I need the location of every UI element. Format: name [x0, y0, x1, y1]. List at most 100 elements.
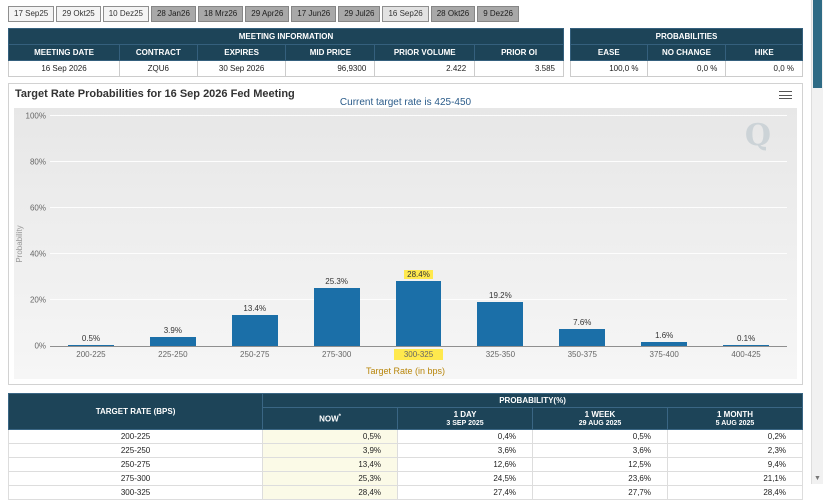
x-axis-label: 300-325 — [378, 349, 460, 362]
meeting-info-header: MEETING DATE — [8, 44, 120, 61]
gridline — [50, 115, 787, 116]
meeting-info-value: 3.585 — [474, 60, 564, 77]
probability-cell: 25,3% — [262, 471, 399, 486]
probability-cell: 0,5% — [262, 429, 399, 444]
bar-value-label: 13.4% — [243, 304, 267, 314]
bar-slot: 3.9% — [132, 116, 214, 346]
probability-cell: 9,4% — [666, 457, 804, 472]
x-axis-labels: 200-225 225-250 250-275 275-300 300-325 325-3… — [50, 349, 787, 362]
column-header-date: 5 AUG 2025 — [715, 420, 755, 427]
probability-cell: 13,4% — [262, 457, 399, 472]
bar-250-275[interactable] — [231, 315, 278, 346]
chart-title: Target Rate Probabilities for 16 Sep 202… — [15, 88, 295, 100]
probabilities-value: 100,0 % — [570, 60, 648, 77]
column-header-1-week: 1 WEEK 29 AUG 2025 — [532, 407, 668, 430]
tab-29-jul26[interactable]: 29 Jul26 — [338, 6, 381, 22]
meeting-info-value: ZQU6 — [119, 60, 198, 77]
probabilities-title: PROBABILITIES — [570, 28, 803, 45]
column-header-now: NOW* — [262, 407, 399, 430]
bar-slot: 0.1% — [705, 116, 787, 346]
bar-value-label: 0.1% — [736, 334, 756, 343]
tab-9-dez26[interactable]: 9 Dez26 — [477, 6, 519, 22]
meeting-info-header: PRIOR VOLUME — [374, 44, 476, 61]
chart-menu-icon[interactable] — [778, 89, 793, 101]
bar-value-label: 7.6% — [573, 317, 592, 327]
plot-panel: Q Probability 0.5% 3.9% 13.4% 25.3% 28.4% 19.… — [14, 108, 797, 379]
gridline — [50, 161, 787, 162]
x-axis-label-text: 400-425 — [731, 350, 761, 359]
meeting-information-table: MEETING INFORMATION MEETING DATE CONTRACT… — [8, 28, 564, 77]
tab-17-sep25[interactable]: 17 Sep25 — [8, 6, 55, 22]
x-axis-label: 400-425 — [705, 350, 787, 362]
probabilities-value: 0,0 % — [725, 60, 803, 77]
x-axis-label: 325-350 — [459, 350, 541, 362]
bar-value-label: 19.2% — [489, 290, 512, 300]
bar-275-300[interactable] — [313, 287, 360, 346]
target-rate-cell: 200-225 — [7, 429, 264, 444]
y-axis-tick-label: 40% — [29, 249, 46, 259]
y-axis-tick-label: 100% — [25, 111, 46, 121]
bar-slot: 19.2% — [459, 116, 541, 346]
probability-cell: 3,6% — [397, 443, 534, 458]
column-header-date: 29 AUG 2025 — [578, 420, 622, 427]
probabilities-table: PROBABILITIES EASE NO CHANGE HIKE 100,0 % 0… — [570, 28, 803, 77]
scrollbar-thumb[interactable] — [813, 0, 822, 88]
meeting-info-value: 30 Sep 2026 — [196, 60, 287, 77]
x-axis-label-text: 325-350 — [485, 350, 516, 359]
target-rate-cell: 225-250 — [7, 443, 264, 458]
y-axis-title: Probability — [15, 224, 24, 263]
probabilities-header: NO CHANGE — [646, 44, 727, 61]
meeting-info-value: 2.422 — [374, 60, 476, 77]
bar-400-425[interactable] — [723, 345, 769, 346]
target-rate-chart: Target Rate Probabilities for 16 Sep 202… — [8, 83, 803, 385]
tab-28-jan26[interactable]: 28 Jan26 — [150, 6, 196, 22]
bar-325-350[interactable] — [477, 301, 524, 346]
bar-225-250[interactable] — [149, 337, 196, 346]
probability-cell: 0,5% — [532, 429, 668, 444]
bar-350-375[interactable] — [559, 328, 606, 346]
y-axis-tick-label: 60% — [29, 203, 46, 213]
vertical-scrollbar[interactable]: ▼ — [811, 0, 823, 484]
probability-cell: 28,4% — [666, 485, 804, 500]
quikstrike-watermark: Q — [744, 118, 771, 153]
scroll-down-arrow-icon[interactable]: ▼ — [814, 475, 821, 482]
probabilities-values: 100,0 % 0,0 % 0,0 % — [570, 60, 803, 77]
x-axis-label-text: 375-400 — [649, 350, 679, 359]
column-header-1-day: 1 DAY 3 SEP 2025 — [397, 407, 534, 430]
target-rate-cell: 275-300 — [7, 471, 264, 486]
x-axis-label-text: 275-300 — [321, 350, 352, 359]
column-header-1-month: 1 MONTH 5 AUG 2025 — [666, 407, 804, 430]
target-rate-cell: 250-275 — [7, 457, 264, 472]
bar-300-325[interactable] — [395, 280, 442, 346]
tab-29-okt25[interactable]: 29 Okt25 — [56, 6, 101, 22]
tab-28-okt26[interactable]: 28 Okt26 — [430, 6, 476, 22]
meeting-info-values: 16 Sep 2026 ZQU6 30 Sep 2026 96,9300 2.422 3.… — [8, 60, 564, 77]
table-row: 300-325 28,4% 27,4% 27,7% 28,4% — [7, 485, 804, 500]
tab-17-jun26[interactable]: 17 Jun26 — [291, 6, 337, 22]
x-axis-label-text: 225-250 — [158, 350, 188, 359]
probability-cell: 0,4% — [397, 429, 534, 444]
table-row: 200-225 0,5% 0,4% 0,5% 0,2% — [7, 429, 804, 444]
tab-18-mrz26[interactable]: 18 Mrz26 — [197, 6, 244, 22]
bar-value-label: 25.3% — [325, 276, 348, 286]
bar-value-label: 1.6% — [655, 331, 674, 341]
y-axis-tick-label: 20% — [29, 295, 46, 305]
x-axis-label-text: 200-225 — [76, 350, 106, 359]
target-rate-header: TARGET RATE (BPS) — [7, 393, 264, 430]
probability-cell: 21,1% — [666, 471, 804, 486]
bar-value-label: 0.5% — [81, 333, 101, 343]
probability-cell: 12,5% — [532, 457, 668, 472]
tab-16-sep26[interactable]: 16 Sep26 — [382, 6, 429, 22]
bar-200-225[interactable] — [68, 344, 114, 346]
probability-cell: 0,2% — [666, 429, 804, 444]
tab-10-dez25[interactable]: 10 Dez25 — [102, 6, 149, 22]
probabilities-value: 0,0 % — [646, 60, 727, 77]
plot-area: 0.5% 3.9% 13.4% 25.3% 28.4% 19.2% 7.6% 1.6% 0.1%… — [26, 112, 787, 351]
bar-375-400[interactable] — [641, 342, 688, 346]
tab-29-apr26[interactable]: 29 Apr26 — [245, 6, 290, 22]
y-axis-tick-label: 80% — [29, 157, 46, 167]
table-row: 250-275 13,4% 12,6% 12,5% 9,4% — [7, 457, 804, 472]
target-rate-cell: 300-325 — [7, 485, 264, 500]
bar-slot: 28.4% — [378, 116, 460, 346]
meeting-information-title: MEETING INFORMATION — [8, 28, 564, 45]
